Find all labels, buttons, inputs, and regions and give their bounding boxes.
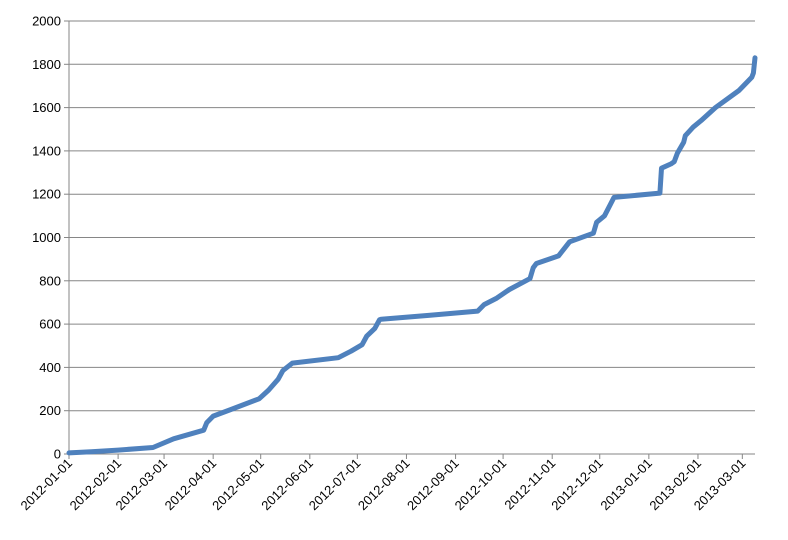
y-tick-label: 1200 [32,187,61,202]
y-tick-label: 0 [54,447,61,462]
y-tick-label: 1000 [32,230,61,245]
x-tick-label: 2013-01-01 [597,456,655,514]
gridlines [69,20,755,412]
x-tick-label: 2012-01-01 [17,456,75,514]
y-tick-label: 200 [39,403,61,418]
x-tick-label: 2012-05-01 [209,456,267,514]
y-tick-label: 1600 [32,100,61,115]
y-tick-label: 1400 [32,143,61,158]
y-tick-label: 800 [39,273,61,288]
series-line [66,55,758,456]
y-tick-label: 1800 [32,57,61,72]
x-tick-label: 2012-08-01 [355,456,413,514]
y-tick-label: 2000 [32,14,61,29]
x-axis-ticks: 2012-01-012012-02-012012-03-012012-04-01… [17,454,748,513]
y-tick-label: 600 [39,317,61,332]
y-tick-label: 400 [39,360,61,375]
y-axis-ticks: 0 200 400 600 800 1000 1200 1400 1600 1800 2000 [32,14,69,462]
x-tick-label: 2012-07-01 [306,456,364,514]
x-tick-label: 2012-10-01 [452,456,510,514]
x-tick-label: 2012-12-01 [548,456,606,514]
series-layer [66,55,758,456]
